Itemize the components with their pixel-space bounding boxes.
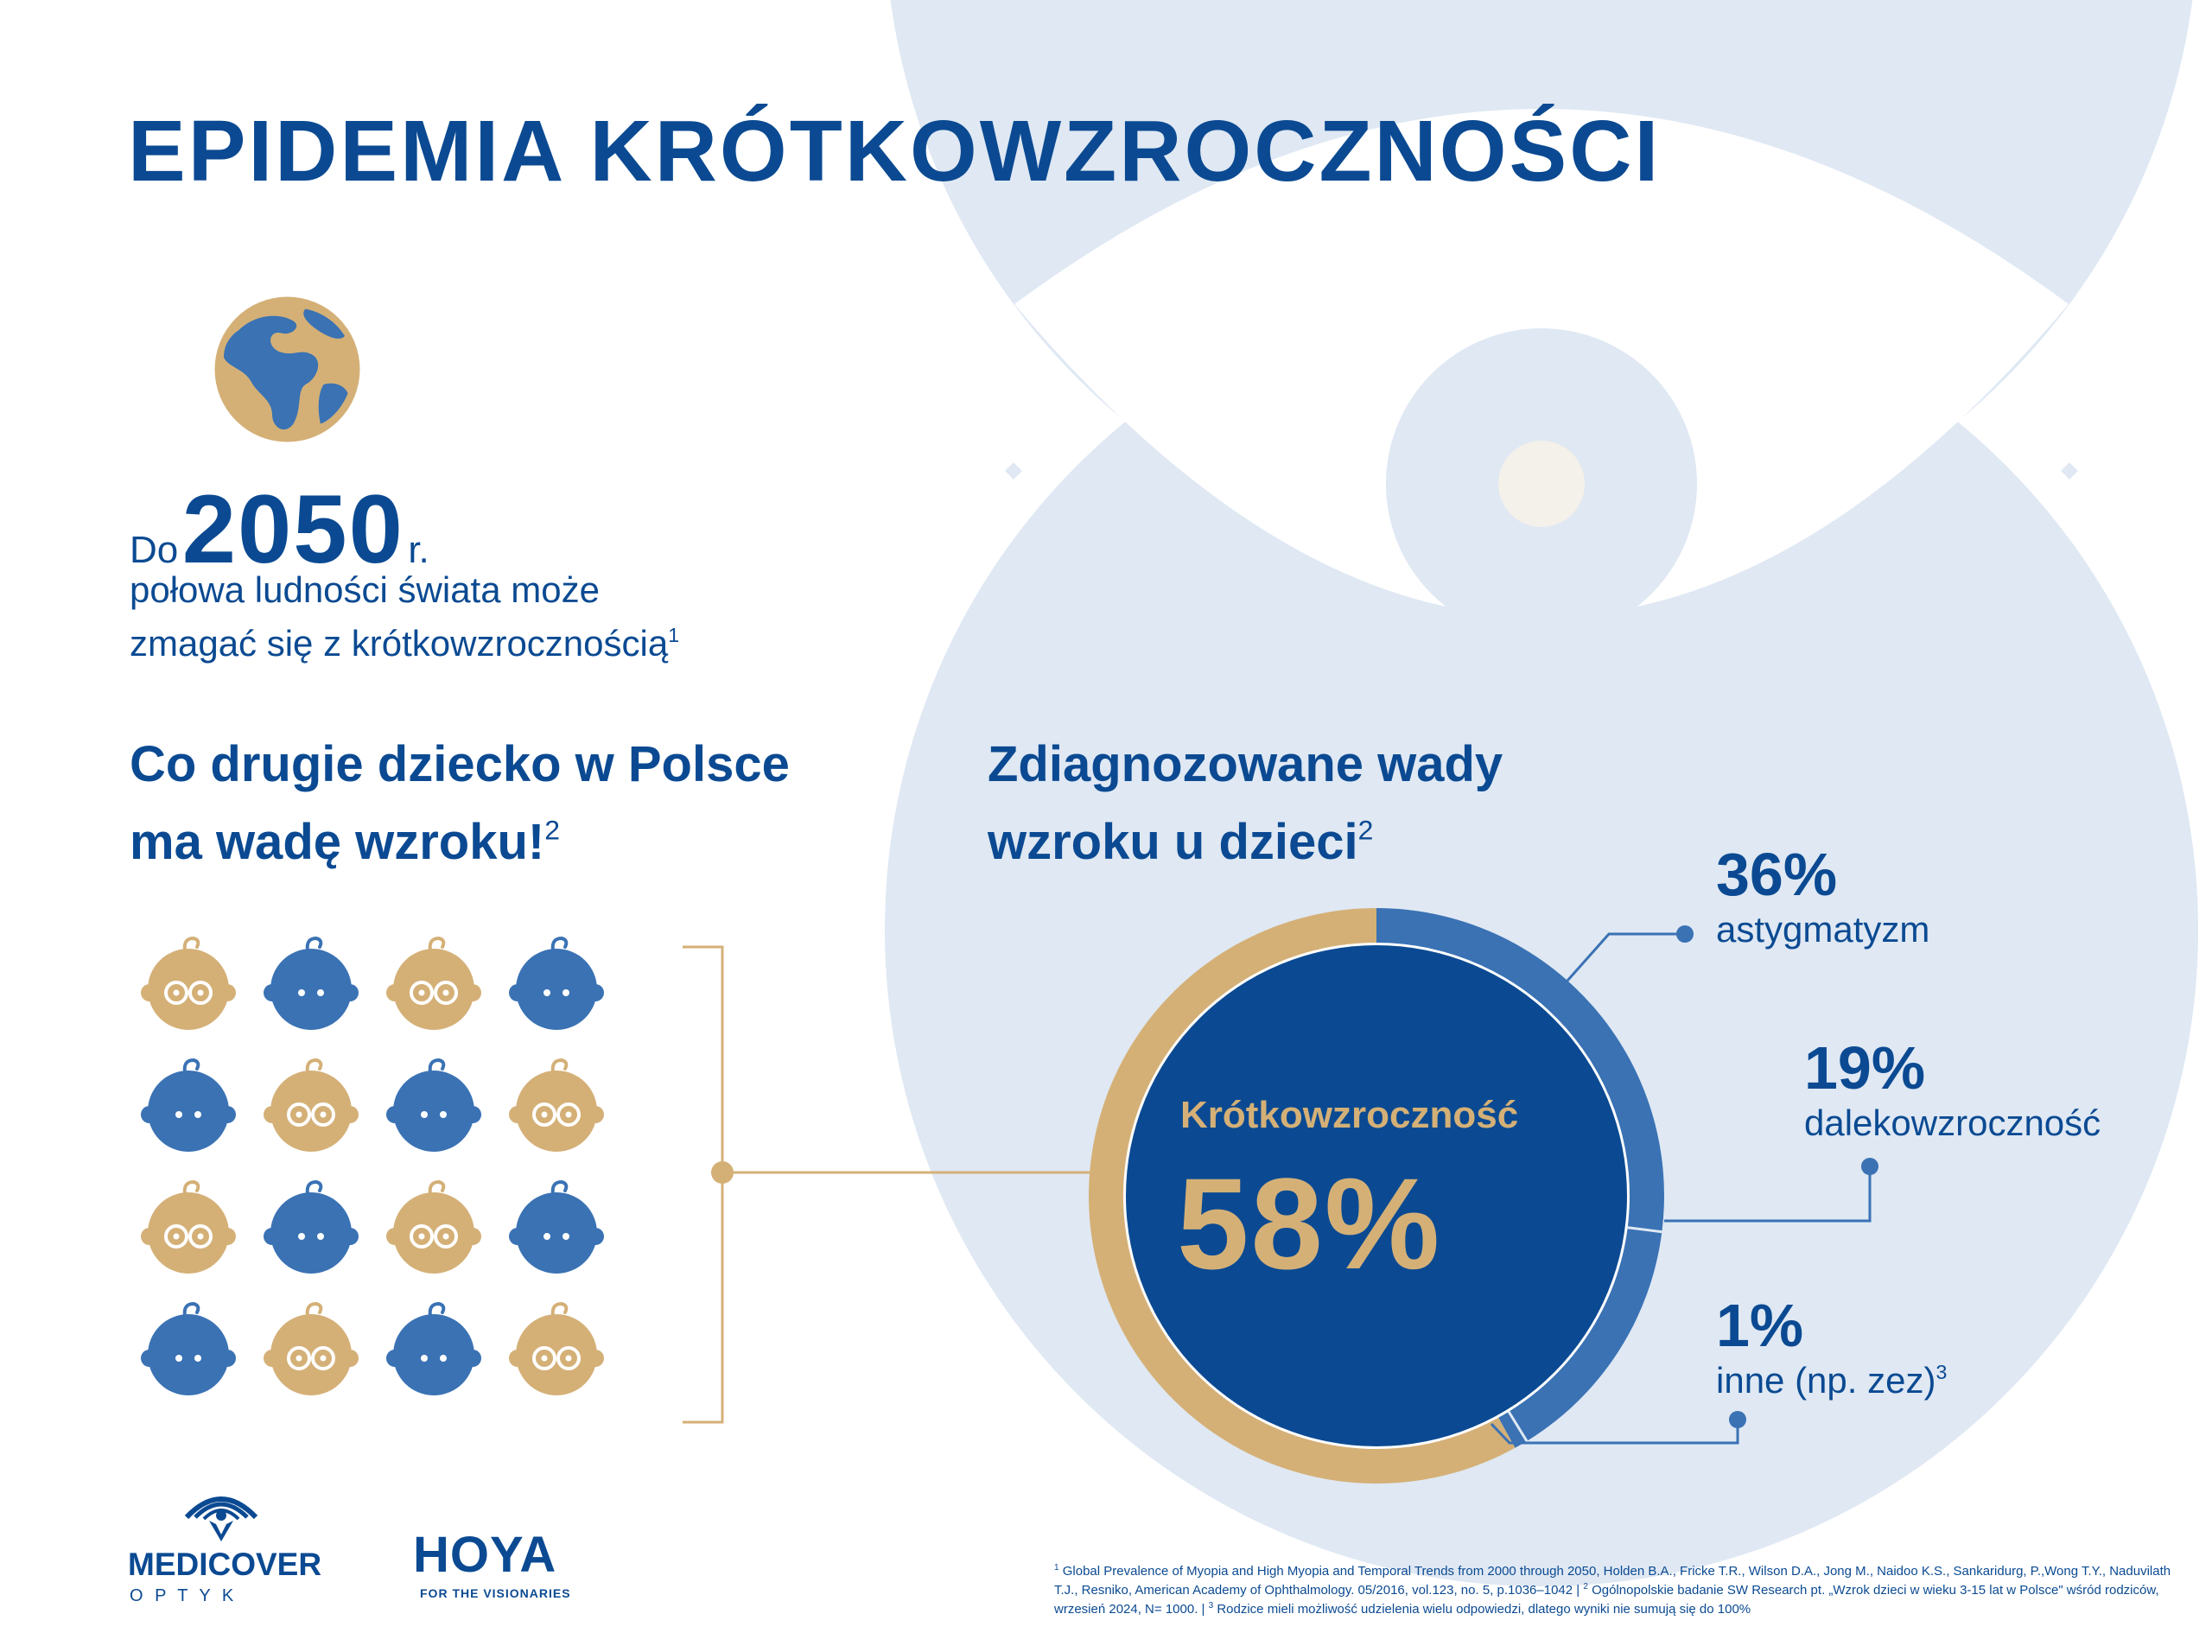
- global-stat-desc-line2: zmagać się z krótkowzrocznością: [130, 623, 669, 664]
- medicover-name: MEDICOVER: [128, 1547, 322, 1582]
- children-heading-line2: ma wadę wzroku!: [130, 814, 545, 870]
- global-stat-description: połowa ludności świata może zmagać się z…: [130, 563, 907, 670]
- footnote-ref: 2: [544, 814, 560, 846]
- children-heading-line1: Co drugie dziecko w Polsce: [130, 736, 790, 792]
- stat-prefix: Do: [130, 529, 179, 571]
- hoya-name: HOYA: [413, 1527, 557, 1583]
- callout-hyperopia: 19% dalekowzroczność: [1804, 1033, 2101, 1144]
- footnote-ref: 2: [1357, 814, 1374, 846]
- eye-pupil: [1498, 441, 1585, 527]
- footnote-ref: 1: [668, 623, 680, 646]
- callout-label: astygmatyzm: [1716, 909, 1930, 950]
- footnote-number: 3: [1208, 1601, 1214, 1611]
- children-heading: Co drugie dziecko w Polsce ma wadę wzrok…: [130, 726, 790, 881]
- callout-label: dalekowzroczność: [1804, 1102, 2101, 1143]
- diagnosed-heading-line1: Zdiagnozowane wady: [988, 736, 1503, 792]
- medicover-sub: O P T Y K: [130, 1586, 238, 1605]
- eye-corner-marker-left: [1005, 462, 1022, 480]
- callout-label: inne (np. zez): [1716, 1360, 1936, 1401]
- hoya-logo: HOYA FOR THE VISIONARIES: [413, 1526, 603, 1604]
- medicover-logo: MEDICOVER O P T Y K: [128, 1486, 322, 1607]
- footnotes: 1 Global Prevalence of Myopia and High M…: [1054, 1562, 2188, 1619]
- footnote-1: Global Prevalence of Myopia and High Myo…: [1054, 1564, 2171, 1598]
- donut-center-value: 58%: [1177, 1151, 1442, 1296]
- callout-percent: 36%: [1716, 841, 1838, 908]
- callout-other: 1% inne (np. zez)3: [1716, 1291, 1947, 1401]
- callout-percent: 19%: [1804, 1034, 1926, 1102]
- global-stat-desc-line1: połowa ludności świata może: [130, 569, 600, 610]
- stat-suffix: r.: [408, 529, 429, 571]
- donut-center-label: Krótkowzroczność: [1180, 1094, 1519, 1136]
- eye-corner-marker-right: [2061, 462, 2078, 480]
- callout-percent: 1%: [1716, 1292, 1804, 1359]
- footnote-ref: 3: [1936, 1360, 1948, 1383]
- callout-astigmatism: 36% astygmatyzm: [1716, 840, 1929, 950]
- globe-icon: [214, 296, 360, 442]
- diagnosed-heading: Zdiagnozowane wady wzroku u dzieci2: [988, 726, 1503, 881]
- footnote-number: 2: [1583, 1582, 1588, 1592]
- hoya-tagline: FOR THE VISIONARIES: [420, 1586, 571, 1600]
- global-stat-line: Do 2050 r.: [130, 473, 429, 585]
- footnote-number: 1: [1054, 1563, 1059, 1573]
- stat-year: 2050: [181, 475, 404, 583]
- footnote-2: Ogólnopolskie badanie SW Research pt. „W…: [1054, 1583, 2159, 1617]
- page-title: EPIDEMIA KRÓTKOWZROCZNOŚCI: [128, 103, 1662, 200]
- medicover-emblem-icon: [184, 1496, 258, 1541]
- footnote-3: Rodzice mieli możliwość udzielenia wielu…: [1217, 1602, 1751, 1617]
- diagnosed-heading-line2: wzroku u dzieci: [988, 814, 1358, 870]
